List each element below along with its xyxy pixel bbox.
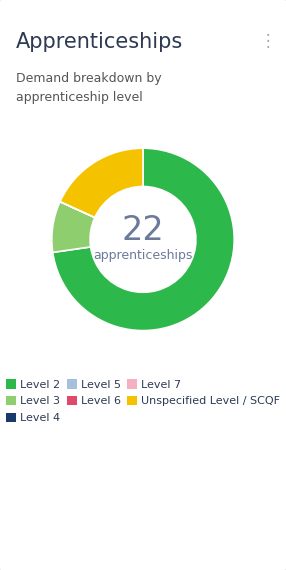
Text: Apprenticeships: Apprenticeships — [16, 32, 183, 52]
Wedge shape — [60, 148, 143, 217]
Wedge shape — [60, 202, 95, 217]
Text: 22: 22 — [122, 214, 164, 247]
Wedge shape — [60, 202, 95, 217]
Legend: Level 2, Level 3, Level 4, Level 5, Level 6, Level 7, Unspecified Level / SCQF: Level 2, Level 3, Level 4, Level 5, Leve… — [3, 376, 283, 426]
Text: ⋮: ⋮ — [260, 32, 276, 50]
Wedge shape — [53, 148, 234, 331]
Wedge shape — [60, 202, 95, 217]
Wedge shape — [52, 202, 95, 253]
Wedge shape — [60, 202, 95, 217]
Text: apprenticeships: apprenticeships — [93, 249, 193, 262]
Text: Demand breakdown by
apprenticeship level: Demand breakdown by apprenticeship level — [16, 72, 162, 104]
